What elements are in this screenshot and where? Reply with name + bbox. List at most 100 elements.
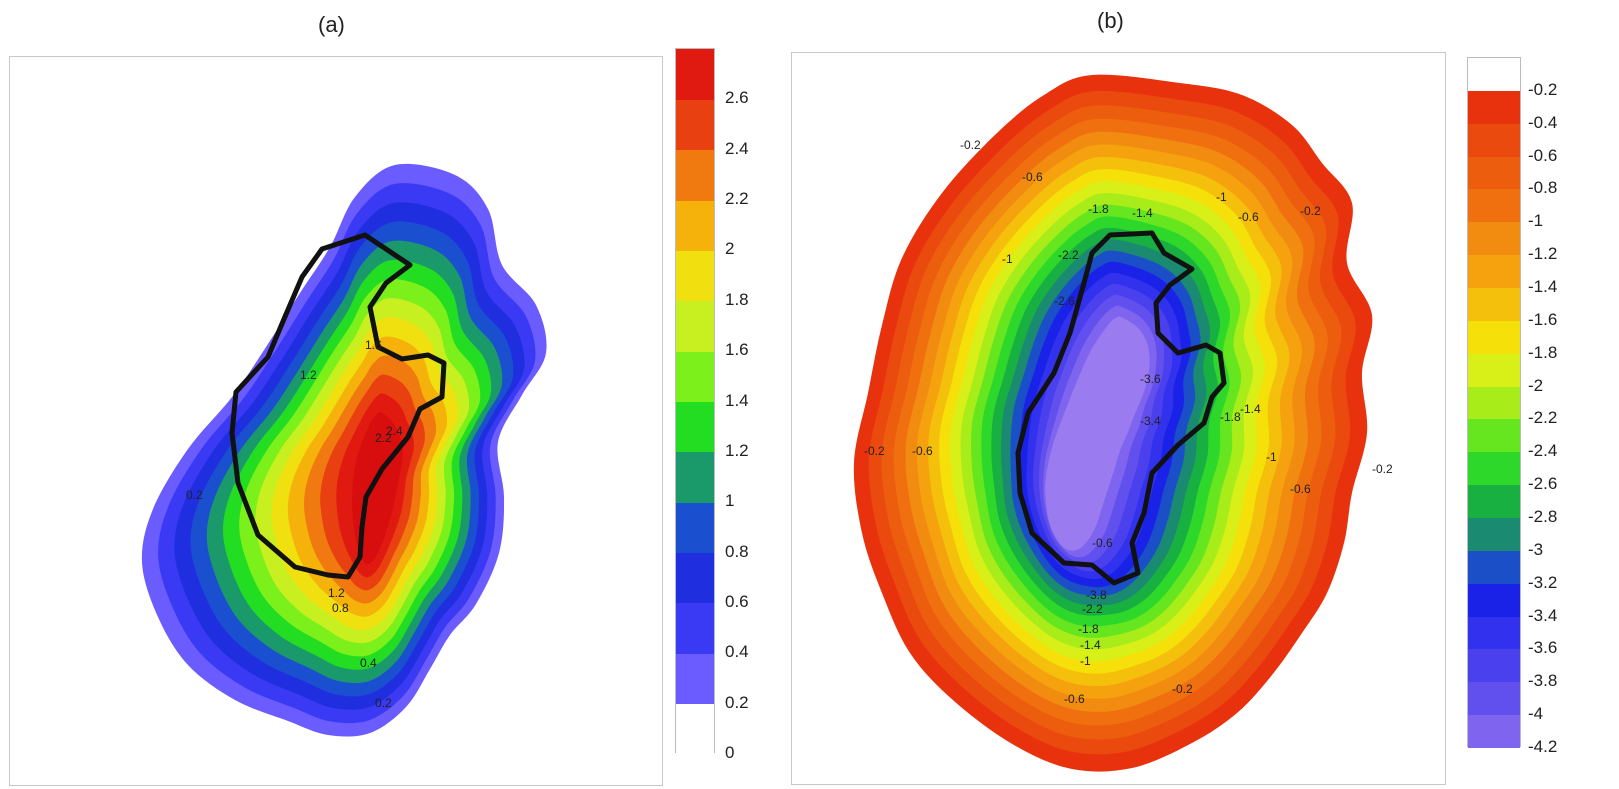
colorbar-b-tick: -1 bbox=[1528, 211, 1544, 231]
colorbar-segment bbox=[1468, 123, 1520, 158]
contour-label: 2.4 bbox=[386, 424, 403, 438]
contour-label: -3.6 bbox=[1140, 372, 1161, 386]
colorbar-a-tick: 1 bbox=[725, 491, 735, 511]
contour-label: 1.2 bbox=[300, 368, 317, 382]
colorbar-a-tick: 2.6 bbox=[725, 88, 749, 108]
colorbar-segment bbox=[1468, 649, 1520, 683]
boundary-outline-a bbox=[229, 232, 447, 580]
colorbar-a-tick: 0.6 bbox=[725, 591, 749, 611]
colorbar-segment bbox=[1468, 156, 1520, 190]
colorbar-b-tick: -2.8 bbox=[1528, 507, 1558, 526]
colorbar-segment bbox=[676, 703, 714, 754]
contour-label: 0.4 bbox=[360, 656, 377, 670]
colorbar-segment bbox=[676, 49, 714, 100]
colorbar-b-tick: -1.2 bbox=[1528, 244, 1558, 264]
panel-b-contour-plot: -0.2-0.6-1.4-1.8-1-0.6 -0.2-2.2-2.6-1-3.6… bbox=[853, 74, 1393, 772]
colorbar-a-tick: 2.2 bbox=[725, 189, 749, 209]
contour-label: -1 bbox=[1216, 190, 1227, 204]
contour-band-a-14 bbox=[352, 412, 403, 565]
contour-label: 1.6 bbox=[365, 338, 382, 352]
contour-band-b-21 bbox=[1045, 316, 1150, 551]
contour-label: -0.6 bbox=[1290, 482, 1311, 496]
colorbar-a-tick: 1.6 bbox=[725, 340, 749, 360]
colorbar-segment bbox=[676, 552, 714, 604]
contour-label: -0.2 bbox=[1372, 462, 1393, 476]
contour-label: -3.8 bbox=[1086, 588, 1107, 602]
colorbar-b-tick: -3.6 bbox=[1528, 638, 1558, 658]
contour-label: 2.2 bbox=[375, 431, 392, 445]
colorbar-b-tick: -3 bbox=[1528, 539, 1544, 559]
colorbar-segment bbox=[1468, 386, 1520, 420]
colorbar-segment bbox=[676, 99, 714, 151]
colorbar-b-tick: -3.8 bbox=[1528, 671, 1558, 691]
colorbar-segment bbox=[1468, 715, 1520, 749]
contour-label: -0.6 bbox=[1238, 210, 1259, 224]
contour-label: -0.2 bbox=[1300, 204, 1321, 218]
contour-label: -0.6 bbox=[1022, 170, 1043, 184]
contour-label: -1.8 bbox=[1088, 202, 1109, 216]
contour-label: -3.4 bbox=[1140, 414, 1161, 428]
panel-b-plot-area: -0.2 -0.6 -1.4 -1.8 -1 -0.6 -0.2 -2.2 -2.6 -1 -3.6… bbox=[791, 52, 1446, 785]
colorbar-segment bbox=[676, 502, 714, 554]
contour-label: 1.2 bbox=[328, 586, 345, 600]
boundary-outline-b bbox=[1015, 230, 1227, 586]
contour-label: 0.8 bbox=[332, 601, 349, 615]
colorbar-segment bbox=[1468, 616, 1520, 650]
contour-label: -1.8 bbox=[1078, 622, 1099, 636]
colorbar-b-tick: -0.8 bbox=[1528, 178, 1558, 198]
colorbar-segment bbox=[676, 300, 714, 352]
colorbar-segment bbox=[1468, 320, 1520, 355]
colorbar-segment bbox=[676, 149, 714, 201]
colorbar-segment bbox=[1468, 58, 1520, 92]
colorbar-segment bbox=[676, 401, 714, 453]
colorbar-a-tick: 2 bbox=[725, 239, 735, 259]
contour-label: -1 bbox=[1002, 252, 1013, 266]
colorbar-b-tick: -0.4 bbox=[1528, 112, 1558, 132]
contour-label: -1.4 bbox=[1132, 206, 1153, 220]
colorbar-segment bbox=[1468, 419, 1520, 453]
colorbar-b-tick: -2.4 bbox=[1528, 441, 1558, 461]
contour-label: 0.2 bbox=[375, 696, 392, 710]
contour-label: -2.6 bbox=[1054, 294, 1075, 308]
colorbar-segment bbox=[676, 602, 714, 654]
colorbar-b-tick: -2.6 bbox=[1528, 474, 1558, 494]
colorbar-a-tick: 1.4 bbox=[725, 390, 749, 410]
colorbar-segment bbox=[1468, 452, 1520, 486]
contour-label: -0.2 bbox=[960, 138, 981, 152]
colorbar-segment bbox=[1468, 288, 1520, 322]
contour-label: -0.6 bbox=[1092, 536, 1113, 550]
panel-b-colorbar bbox=[1467, 57, 1521, 749]
colorbar-a-tick: 1.8 bbox=[725, 289, 749, 309]
contour-label: -0.6 bbox=[912, 444, 933, 458]
colorbar-segment bbox=[676, 250, 714, 302]
colorbar-b-tick: -4.2 bbox=[1528, 737, 1558, 756]
contour-label: -0.2 bbox=[864, 444, 885, 458]
colorbar-b-tick: -2 bbox=[1528, 375, 1544, 395]
colorbar-b-tick: -1.8 bbox=[1528, 342, 1558, 362]
contour-label: -0.2 bbox=[1172, 682, 1193, 696]
contour-label: -1.8 bbox=[1220, 410, 1241, 424]
panel-a-plot-area: 1.6 1.2 2.2 2.4 1.2 0.8 0.4 0.2 0.2 bbox=[9, 56, 663, 786]
colorbar-segment bbox=[1468, 353, 1520, 388]
panel-a-contour-plot: 1.61.22.22.41.20.80.40.20.2 bbox=[141, 163, 547, 737]
contour-label: -1.4 bbox=[1240, 402, 1261, 416]
colorbar-segment bbox=[1468, 90, 1520, 125]
contour-label: -0.6 bbox=[1064, 692, 1085, 706]
colorbar-b-tick: -3.2 bbox=[1528, 572, 1558, 592]
colorbar-a-tick: 0.2 bbox=[725, 692, 749, 712]
panel-a-title: (a) bbox=[318, 12, 345, 37]
panel-a-colorbar bbox=[675, 48, 715, 755]
contour-label: -1.4 bbox=[1080, 638, 1101, 652]
colorbar-segment bbox=[1468, 583, 1520, 618]
colorbar-segment bbox=[1468, 550, 1520, 585]
colorbar-b-tick: -1.4 bbox=[1528, 277, 1558, 296]
colorbar-b-tick: -0.6 bbox=[1528, 145, 1558, 165]
colorbar-a-tick: 0.4 bbox=[725, 642, 749, 662]
colorbar-a-tick: 2.4 bbox=[725, 138, 749, 158]
colorbar-segment bbox=[676, 451, 714, 503]
colorbar-b-tick: -3.4 bbox=[1528, 605, 1558, 625]
colorbar-b-tick: -2.2 bbox=[1528, 408, 1558, 428]
colorbar-segment bbox=[1468, 682, 1520, 716]
colorbar-segment bbox=[1468, 255, 1520, 289]
panel-b-title: (b) bbox=[1097, 8, 1124, 33]
